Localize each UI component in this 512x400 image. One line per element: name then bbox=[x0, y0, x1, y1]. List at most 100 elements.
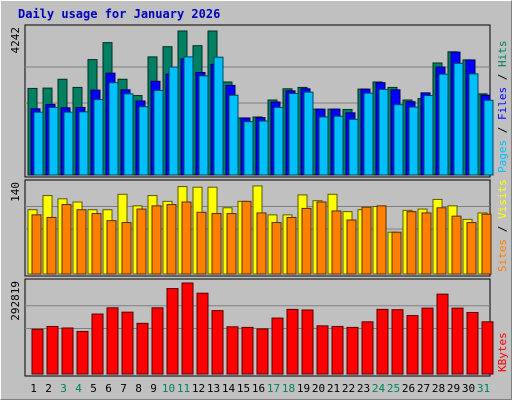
x-tick-label-18: 18 bbox=[282, 382, 295, 395]
x-tick-label-6: 6 bbox=[105, 382, 112, 395]
bar-pages-1 bbox=[33, 111, 44, 176]
bar-kbytes-24 bbox=[376, 308, 389, 375]
legend-label-visits-sites-2: Visits bbox=[496, 179, 509, 219]
bar-kbytes-11 bbox=[181, 282, 194, 375]
x-tick-label-10: 10 bbox=[162, 382, 175, 395]
bar-pages-17 bbox=[273, 106, 284, 176]
bar-pages-30 bbox=[468, 73, 479, 176]
legend-label-hits-files-pages-1: / bbox=[496, 120, 509, 140]
x-tick-label-24: 24 bbox=[372, 382, 386, 395]
x-tick-label-27: 27 bbox=[417, 382, 430, 395]
bar-pages-13 bbox=[213, 56, 224, 176]
bar-pages-12 bbox=[198, 75, 209, 176]
bar-pages-9 bbox=[153, 89, 164, 176]
legend-label-hits-files-pages-0: Pages bbox=[496, 140, 509, 173]
legend-label-kbytes-0: KBytes bbox=[496, 332, 509, 372]
bar-pages-15 bbox=[243, 121, 254, 176]
bar-sites-22 bbox=[346, 219, 357, 275]
x-tick-label-13: 13 bbox=[207, 382, 220, 395]
bar-kbytes-6 bbox=[106, 307, 119, 375]
bar-pages-21 bbox=[333, 115, 344, 176]
x-tick-label-15: 15 bbox=[237, 382, 250, 395]
max-label-kbytes: 292819 bbox=[9, 281, 22, 321]
x-tick-label-11: 11 bbox=[177, 382, 190, 395]
bar-pages-2 bbox=[48, 106, 59, 176]
bar-kbytes-21 bbox=[331, 325, 344, 375]
x-tick-label-16: 16 bbox=[252, 382, 265, 395]
bar-kbytes-7 bbox=[121, 311, 134, 375]
bar-kbytes-17 bbox=[271, 317, 284, 375]
x-tick-label-20: 20 bbox=[312, 382, 325, 395]
bar-sites-13 bbox=[211, 213, 222, 275]
bar-sites-27 bbox=[421, 212, 432, 275]
bar-kbytes-16 bbox=[256, 328, 269, 375]
bar-sites-4 bbox=[76, 209, 87, 275]
bar-sites-24 bbox=[376, 205, 387, 275]
bar-pages-16 bbox=[258, 120, 269, 176]
bar-pages-29 bbox=[453, 62, 464, 176]
bar-kbytes-4 bbox=[76, 330, 89, 375]
bar-pages-19 bbox=[303, 91, 314, 176]
bar-sites-26 bbox=[406, 211, 417, 275]
x-tick-label-29: 29 bbox=[447, 382, 460, 395]
x-tick-label-23: 23 bbox=[357, 382, 370, 395]
bar-kbytes-5 bbox=[91, 313, 104, 375]
legend-hits-files-pages: Pages / Files / Hits bbox=[496, 41, 509, 174]
bar-sites-15 bbox=[241, 200, 252, 275]
bar-kbytes-2 bbox=[46, 325, 59, 375]
bar-kbytes-15 bbox=[241, 326, 254, 375]
legend-label-hits-files-pages-4: Hits bbox=[496, 41, 509, 68]
bar-sites-23 bbox=[361, 206, 372, 275]
bar-pages-31 bbox=[483, 99, 494, 176]
bar-sites-3 bbox=[61, 204, 72, 275]
bar-pages-14 bbox=[228, 94, 239, 176]
bar-sites-20 bbox=[316, 201, 327, 275]
x-tick-label-30: 30 bbox=[462, 382, 475, 395]
bar-pages-18 bbox=[288, 93, 299, 176]
bar-sites-8 bbox=[136, 208, 147, 275]
bar-kbytes-28 bbox=[436, 293, 449, 375]
bar-kbytes-26 bbox=[406, 315, 419, 375]
x-tick-label-28: 28 bbox=[432, 382, 445, 395]
x-tick-label-21: 21 bbox=[327, 382, 340, 395]
bar-pages-3 bbox=[63, 111, 74, 176]
x-tick-label-31: 31 bbox=[477, 382, 490, 395]
bar-kbytes-31 bbox=[481, 321, 494, 375]
legend-label-visits-sites-0: Sites bbox=[496, 239, 509, 272]
bar-sites-1 bbox=[31, 214, 42, 275]
bar-pages-10 bbox=[168, 66, 179, 176]
x-tick-label-26: 26 bbox=[402, 382, 415, 395]
legend-visits-sites: Sites / Visits bbox=[496, 179, 509, 272]
bar-sites-19 bbox=[301, 207, 312, 275]
bar-kbytes-3 bbox=[61, 327, 74, 375]
bar-kbytes-14 bbox=[226, 326, 239, 375]
bar-sites-14 bbox=[226, 213, 237, 275]
bar-sites-18 bbox=[286, 216, 297, 275]
max-label-hits-files-pages: 4242 bbox=[9, 27, 22, 54]
bar-pages-27 bbox=[423, 95, 434, 176]
bar-kbytes-1 bbox=[31, 328, 44, 375]
bar-kbytes-8 bbox=[136, 322, 149, 375]
x-tick-label-9: 9 bbox=[150, 382, 157, 395]
bar-sites-28 bbox=[436, 207, 447, 275]
bar-kbytes-25 bbox=[391, 309, 404, 375]
bar-kbytes-18 bbox=[286, 308, 299, 375]
bar-sites-16 bbox=[256, 212, 267, 275]
bar-sites-21 bbox=[331, 210, 342, 275]
bar-sites-2 bbox=[46, 216, 57, 275]
bar-pages-20 bbox=[318, 116, 329, 176]
x-tick-label-1: 1 bbox=[30, 382, 37, 395]
x-tick-label-5: 5 bbox=[90, 382, 97, 395]
bar-sites-17 bbox=[271, 222, 282, 275]
bar-kbytes-30 bbox=[466, 311, 479, 375]
bar-kbytes-29 bbox=[451, 307, 464, 375]
bar-sites-31 bbox=[481, 213, 492, 275]
bar-pages-7 bbox=[123, 93, 134, 176]
bar-sites-11 bbox=[181, 201, 192, 275]
bar-pages-6 bbox=[108, 82, 119, 176]
bar-sites-7 bbox=[121, 222, 132, 275]
x-tick-label-12: 12 bbox=[192, 382, 205, 395]
bar-pages-28 bbox=[438, 73, 449, 176]
bar-sites-12 bbox=[196, 211, 207, 275]
